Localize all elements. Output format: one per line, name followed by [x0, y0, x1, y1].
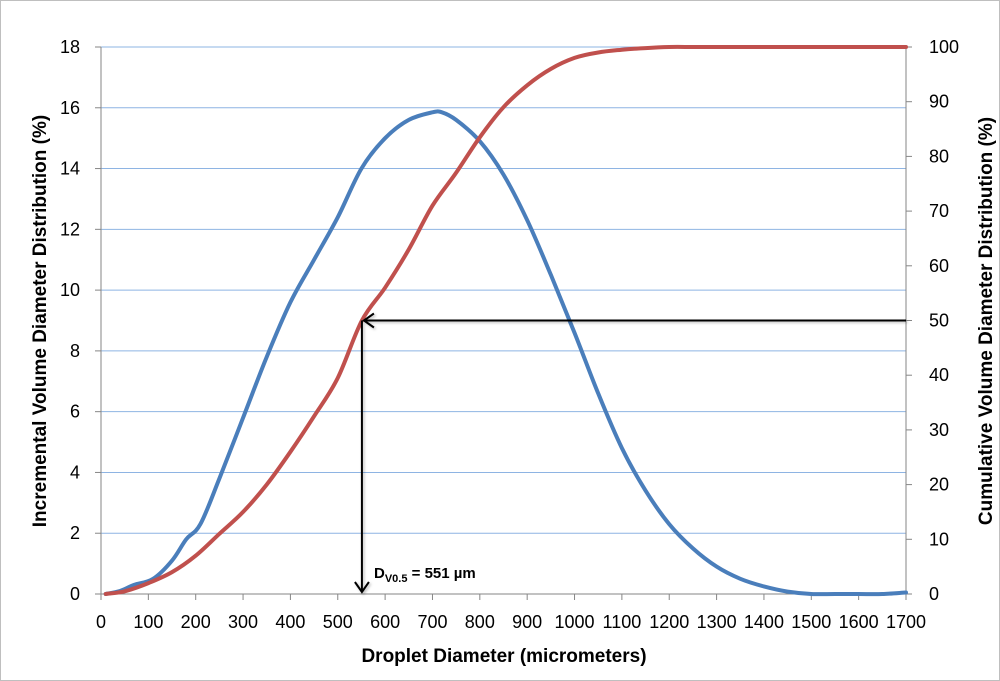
x-tick-label: 1200	[649, 612, 689, 632]
x-tick-label: 1600	[839, 612, 879, 632]
x-tick-label: 600	[370, 612, 400, 632]
y-right-tick-label: 10	[929, 529, 949, 549]
y-left-axis-title: Incremental Volume Diameter Distribution…	[30, 115, 51, 527]
y-right-tick-label: 80	[929, 146, 949, 166]
y-left-tick-label: 4	[70, 462, 80, 482]
y-left-tick-label: 12	[60, 219, 80, 239]
x-tick-label: 500	[323, 612, 353, 632]
y-left-tick-label: 8	[70, 341, 80, 361]
y-left-tick-label: 14	[60, 159, 80, 179]
x-tick-label: 1000	[555, 612, 595, 632]
y-left-tick-labels: 0 2 4 6 8 10 12 14 16 18	[60, 37, 80, 604]
x-tick-label: 1400	[744, 612, 784, 632]
y-right-axis-title: Cumulative Volume Diameter Distribution …	[976, 117, 997, 525]
y-right-tick-label: 70	[929, 201, 949, 221]
x-tick-label: 100	[133, 612, 163, 632]
x-tick-label: 1100	[603, 612, 642, 632]
y-right-tick-label: 60	[929, 256, 949, 276]
y-right-tick-label: 100	[929, 37, 959, 57]
x-tick-label: 900	[512, 612, 542, 632]
series-incremental-line	[103, 109, 908, 597]
x-tick-label: 0	[96, 612, 106, 632]
y-right-tick-label: 50	[929, 311, 949, 331]
median-annotation	[354, 312, 906, 594]
axes	[95, 46, 912, 600]
x-tick-label: 300	[228, 612, 258, 632]
y-right-tick-label: 0	[929, 584, 939, 604]
y-left-tick-label: 16	[60, 98, 80, 118]
y-left-tick-label: 10	[60, 280, 80, 300]
y-left-tick-label: 2	[70, 523, 80, 543]
x-tick-label: 700	[417, 612, 447, 632]
x-tick-label: 800	[465, 612, 495, 632]
x-tick-label: 400	[275, 612, 305, 632]
x-axis-title: Droplet Diameter (micrometers)	[361, 646, 646, 667]
y-right-tick-label: 20	[929, 475, 949, 495]
x-tick-label: 1300	[697, 612, 737, 632]
y-right-tick-label: 90	[929, 92, 949, 112]
x-tick-label: 1500	[791, 612, 831, 632]
series-lines	[103, 44, 908, 597]
y-left-tick-label: 18	[60, 37, 80, 57]
y-right-tick-label: 40	[929, 365, 949, 385]
x-tick-labels: 0 100 200 300 400 500 600 700 800 900 1000 1100 1200…	[96, 612, 926, 632]
y-left-tick-label: 0	[70, 584, 80, 604]
median-arrows	[354, 312, 906, 594]
y-right-tick-label: 30	[929, 420, 949, 440]
x-tick-label: 1700	[886, 612, 926, 632]
y-left-tick-label: 6	[70, 402, 80, 422]
horizontal-arrow-head	[362, 312, 375, 329]
median-label: DV0.5 = 551 µm	[374, 565, 476, 585]
series-cumulative-line	[103, 44, 908, 596]
grid-lines	[101, 46, 906, 534]
vertical-arrow-head	[354, 581, 370, 594]
y-right-tick-labels: 0 10 20 30 40 50 60 70 80 90 100	[929, 37, 959, 604]
x-tick-label: 200	[181, 612, 211, 632]
